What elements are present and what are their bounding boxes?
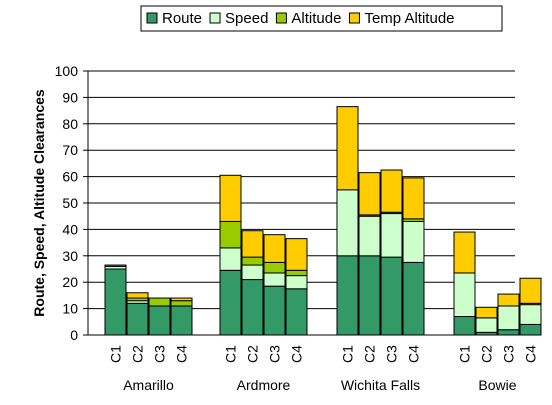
y-axis: 0 10 20 30 40 50 60 70 80 90 100 [55,63,89,343]
x-subcategory-label: C2 [479,345,495,363]
bar-segment-route [219,269,242,336]
legend-swatch [209,12,221,24]
bar-segment-route [285,288,308,336]
legend-swatch [275,12,287,24]
x-subcategory-label: C3 [384,345,400,363]
x-subcategory-label: C2 [130,345,146,363]
bar-segment-temp-altitude [453,231,476,274]
x-category-label: Ardmore [237,377,291,393]
legend-box [140,5,503,32]
x-subcategory-label: C1 [223,345,239,363]
bar-segment-temp-altitude [241,230,264,258]
y-tick-label: 60 [62,169,78,185]
bar-segment-temp-altitude [126,292,149,299]
bar-segment-speed [497,305,520,331]
bar-segment-temp-altitude [170,297,193,302]
bar-segment-altitude [170,300,193,307]
x-category-label: Amarillo [123,377,174,393]
y-tick-label: 40 [62,221,78,237]
bar-segment-route [402,261,425,336]
legend-swatch [146,12,158,24]
bar-segment-altitude [148,297,171,307]
bar-segment-altitude [219,220,242,249]
bar-segment-temp-altitude [497,293,520,307]
bar-segment-altitude [104,264,127,267]
y-tick-label: 50 [62,195,78,211]
y-axis-label: Route, Speed, Altitude Clearances [31,89,47,317]
bar-segment-speed [453,272,476,318]
y-tick-label: 10 [62,301,78,317]
bar-segment-altitude [285,269,308,277]
bar-segment-route [380,256,403,336]
x-subcategory-label: C4 [406,345,422,363]
x-subcategory-label: C3 [152,345,168,363]
bar-segment-speed [263,272,286,287]
legend-label: Temp Altitude [364,10,454,27]
bar-segment-speed [380,213,403,258]
x-subcategory-label: C4 [289,345,305,363]
bar-segment-temp-altitude [219,174,242,222]
x-subcategory-label: C2 [362,345,378,363]
y-tick-label: 0 [70,327,78,343]
legend: Route Speed Altitude Temp Altitude [140,5,503,32]
bar-segment-speed [336,189,359,257]
bar-segment-speed [241,264,264,281]
plot-area [88,70,542,336]
bar-segment-speed [358,215,381,257]
bar-segment-route [148,305,171,336]
y-tick-label: 70 [62,142,78,158]
y-tick-label: 90 [62,89,78,105]
x-subcategory-label: C1 [457,345,473,363]
legend-label: Altitude [291,10,341,27]
bar-segment-route [104,268,127,336]
legend-label: Speed [225,10,268,27]
y-tick-label: 100 [55,63,79,79]
bar-segment-temp-altitude [475,306,498,319]
bar-segment-speed [285,275,308,290]
bar-segment-route [126,302,149,336]
bar-segment-temp-altitude [263,234,286,263]
y-tick-label: 30 [62,248,78,264]
bar-segment-route [519,323,542,336]
x-subcategory-label: C4 [523,345,539,363]
x-subcategory-label: C1 [340,345,356,363]
bar-segment-altitude [263,261,286,274]
bar-segment-temp-altitude [358,172,381,216]
bar-segment-route [497,329,520,336]
bar-segment-temp-altitude [380,169,403,213]
bar-segment-route [170,305,193,336]
bar-segment-route [358,255,381,336]
legend-swatch [348,12,360,24]
x-category-label: Bowie [478,377,516,393]
y-tick-label: 20 [62,274,78,290]
x-category-label: Wichita Falls [341,377,420,393]
bar-segment-speed [475,317,498,333]
bar-segment-route [241,279,264,336]
bar-segment-temp-altitude [402,177,425,220]
x-subcategory-label: C2 [245,345,261,363]
bar-segment-speed [219,247,242,271]
bar-segment-route [263,285,286,336]
bar-segment-route [453,316,476,336]
legend-label: Route [162,10,202,27]
bar-segment-temp-altitude [336,106,359,191]
bar-segment-altitude [241,256,264,266]
x-subcategory-label: C3 [267,345,283,363]
bar-segment-temp-altitude [285,238,308,271]
bar-segment-speed [519,304,542,325]
x-subcategory-label: C1 [108,345,124,363]
y-tick-label: 80 [62,116,78,132]
x-subcategory-label: C3 [501,345,517,363]
x-subcategory-label: C4 [174,345,190,363]
bar-segment-speed [402,220,425,263]
bar-segment-route [336,255,359,336]
bar-segment-temp-altitude [519,277,542,304]
